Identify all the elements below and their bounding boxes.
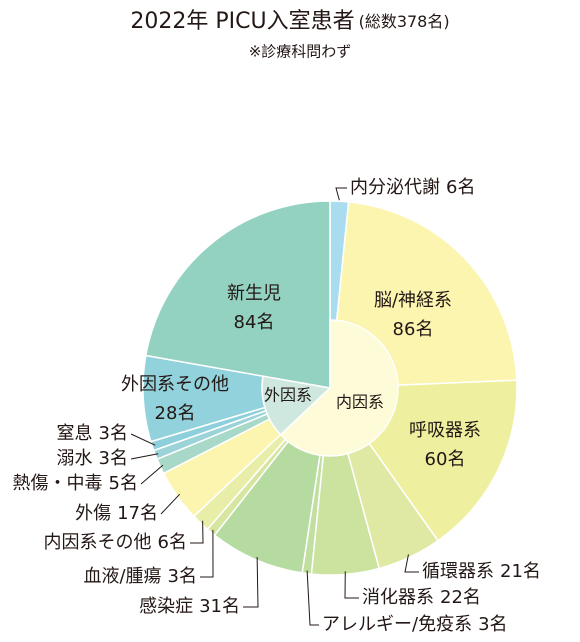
slice-label: アレルギー/免疫系 3名 — [322, 614, 508, 635]
slice-name: 内分泌代謝 — [350, 177, 440, 198]
slice-label: 感染症 31名 — [139, 596, 240, 617]
inner-slice — [279, 319, 399, 457]
slice-label: 内因系その他 6名 — [44, 532, 187, 553]
slice-value: 17名 — [117, 503, 158, 524]
slice — [144, 200, 331, 389]
slice-value: 5名 — [109, 473, 138, 494]
slice-value: 31名 — [199, 596, 240, 617]
slice-name: 感染症 — [139, 596, 193, 617]
slice-name: 熱傷・中毒 — [13, 473, 103, 494]
slice-label: 循環器系 21名 — [422, 561, 541, 582]
slice-name: 外傷 — [75, 503, 111, 524]
leader-line — [140, 464, 164, 485]
slice-value: 3名 — [168, 566, 197, 587]
leader-line — [200, 529, 214, 578]
leader-line — [130, 433, 156, 446]
slice-name: 脳/神経系 — [374, 290, 452, 311]
total-label: (総数378名) — [359, 12, 450, 31]
slice-label: 熱傷・中毒 5名 — [13, 473, 138, 494]
slice-name: 消化器系 — [362, 587, 434, 608]
slice-value: 86名 — [393, 319, 434, 340]
slice-label: 内分泌代謝 6名 — [350, 177, 475, 198]
slice-label: 血液/腫瘍 3名 — [83, 566, 197, 587]
leader-line — [130, 453, 159, 460]
slice-value: 60名 — [425, 449, 466, 470]
slice-name: 血液/腫瘍 — [83, 566, 161, 587]
subtitle: ※診療科問わず — [249, 43, 352, 61]
leader-line — [243, 556, 259, 608]
slice-value: 3名 — [478, 614, 507, 635]
slice-name: 新生児 — [227, 283, 281, 304]
slice-value: 3名 — [99, 423, 128, 444]
slice-label: 外傷 17名 — [75, 503, 158, 524]
slice-value: 6名 — [158, 532, 187, 553]
slice-name: 内因系その他 — [44, 532, 152, 553]
slice-value: 3名 — [99, 448, 128, 469]
slice-name: 窒息 — [57, 423, 93, 444]
inner-label: 内因系 — [336, 393, 384, 412]
leader-line — [335, 187, 347, 201]
slice-name: 循環器系 — [422, 561, 494, 582]
chart-title: 2022年 PICU入室患者 (総数378名) — [130, 9, 449, 34]
slice-label: 窒息 3名 — [57, 423, 128, 444]
slice-name: アレルギー/免疫系 — [322, 614, 472, 635]
slice-name: 外因系その他 — [121, 374, 229, 395]
leader-line — [404, 554, 419, 573]
slice-name: 呼吸器系 — [409, 420, 481, 441]
inner-slice — [261, 375, 332, 436]
slice-label: 消化器系 22名 — [362, 587, 481, 608]
slice-value: 6名 — [446, 177, 475, 198]
leader-line — [344, 571, 359, 599]
leader-line — [190, 520, 204, 544]
leader-line — [160, 493, 181, 515]
slice-name: 溺水 — [57, 448, 93, 469]
title: 2022年 PICU入室患者 — [130, 9, 354, 34]
inner-label: 外因系 — [264, 386, 312, 405]
slice-label: 溺水 3名 — [57, 448, 128, 469]
slice-value: 22名 — [440, 587, 481, 608]
slice-value: 21名 — [500, 561, 541, 582]
slice-value: 84名 — [234, 312, 275, 333]
leader-line — [306, 570, 319, 626]
slice-value: 28名 — [155, 403, 196, 424]
